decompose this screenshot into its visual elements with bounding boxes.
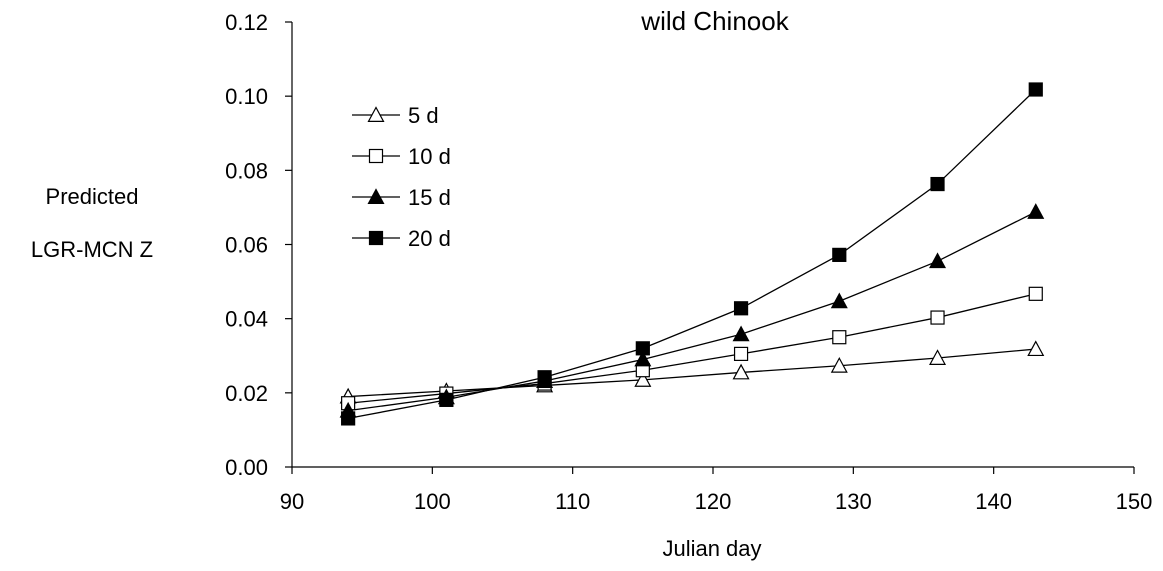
y-tick-label: 0.04 <box>225 307 268 332</box>
x-tick-label: 140 <box>975 489 1012 514</box>
data-point <box>832 247 847 262</box>
x-tick-label: 150 <box>1116 489 1153 514</box>
axes: 0.00 0.02 0.04 0.06 0.08 0.10 0.12 90 100 110 120 1… <box>225 10 1152 514</box>
data-point <box>634 371 652 387</box>
data-point <box>634 350 652 367</box>
series-line <box>348 89 1037 420</box>
data-point <box>733 301 749 316</box>
series-line <box>348 293 1036 404</box>
legend-marker <box>367 188 385 204</box>
legend-label: 20 d <box>408 226 451 251</box>
y-tick-label: 0.12 <box>225 10 268 35</box>
data-point <box>733 346 749 361</box>
data-point <box>1028 82 1043 97</box>
legend-marker <box>368 230 384 246</box>
x-tick-label: 90 <box>280 489 304 514</box>
data-point <box>1028 286 1043 301</box>
data-point <box>1027 340 1045 357</box>
data-point <box>830 292 848 309</box>
x-tick-label: 110 <box>555 489 590 514</box>
x-axis-title: Julian day <box>662 536 761 561</box>
legend-label: 10 d <box>408 144 451 169</box>
data-point <box>439 392 454 407</box>
legend-marker <box>368 148 384 164</box>
legend-label: 15 d <box>408 185 451 210</box>
data-point <box>635 341 650 356</box>
y-tick-label: 0.06 <box>225 233 268 258</box>
data-point <box>830 357 848 373</box>
legend: 5 d 10 d 15 d 20 d <box>352 103 451 251</box>
series-line <box>348 348 1036 398</box>
data-point <box>732 363 750 380</box>
legend-marker <box>367 106 385 122</box>
y-tick-label: 0.00 <box>225 455 268 480</box>
data-point <box>341 411 356 426</box>
data-point <box>929 349 947 365</box>
y-tick-label: 0.02 <box>225 381 268 406</box>
data-point <box>1027 203 1045 219</box>
data-point <box>732 325 750 342</box>
data-point <box>930 310 945 325</box>
data-point <box>930 176 945 192</box>
x-tick-label: 100 <box>414 489 451 514</box>
chart-title: wild Chinook <box>640 6 789 36</box>
y-tick-label: 0.10 <box>225 84 268 109</box>
x-tick-label: 130 <box>835 489 872 514</box>
y-axis-title-line-2: LGR-MCN Z <box>31 237 153 262</box>
data-point <box>537 370 552 385</box>
x-tick-label: 120 <box>695 489 732 514</box>
data-point <box>929 252 947 269</box>
y-axis-title-line-1: Predicted <box>46 184 139 209</box>
y-tick-label: 0.08 <box>225 158 268 183</box>
series-layer <box>339 82 1045 426</box>
legend-label: 5 d <box>408 103 439 128</box>
series-line <box>348 211 1037 412</box>
data-point <box>832 330 847 345</box>
